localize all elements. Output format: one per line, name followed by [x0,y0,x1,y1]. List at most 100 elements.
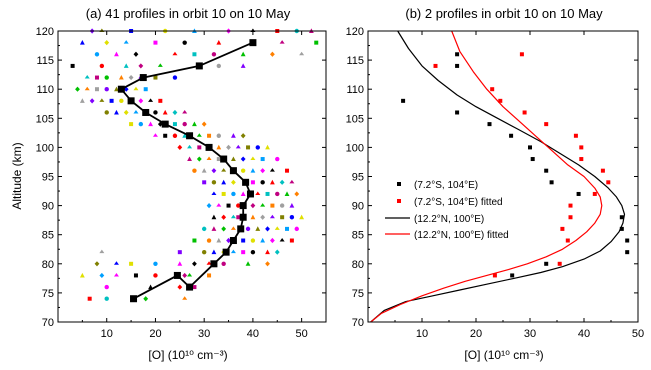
x-tick-label: 10 [101,328,113,340]
mean-profile-marker [205,143,213,151]
profile-marker [270,179,275,185]
y-tick-label: 105 [346,113,364,125]
profile-marker [216,133,221,138]
panel-b-x-axis-label: [O] (10¹⁰ cm⁻³) [464,348,543,362]
profile-marker [192,121,197,127]
profile-marker [240,63,246,68]
profile-marker [231,191,236,197]
profile-marker [99,272,105,279]
profile-marker [192,238,197,243]
profile-marker [202,180,207,185]
profile-marker [148,284,153,290]
profile-marker [94,87,99,92]
series-point-1 [498,98,503,103]
profile-marker [240,168,246,173]
profile-marker [279,203,285,208]
profile-marker [285,168,290,173]
profile-marker [250,180,255,185]
profile-marker [138,63,144,69]
x-tick-label: 40 [578,328,590,340]
profile-marker [162,109,168,115]
profile-marker [114,86,119,92]
profile-marker [279,238,285,242]
panel-a-title: (a) 41 profiles in orbit 10 on 10 May [86,6,291,21]
profile-marker [231,133,236,138]
profile-marker [314,40,319,45]
profile-marker [294,191,300,197]
profile-marker [226,203,231,208]
profile-marker [182,133,188,138]
series-point-0 [487,122,492,127]
profile-marker [79,98,85,103]
series-point-1 [565,238,570,243]
profile-marker [211,249,217,255]
profile-marker [270,237,275,244]
profile-marker [79,272,85,278]
mean-profile-marker [186,283,194,291]
y-tick-label: 70 [42,317,54,329]
mean-profile-marker [195,62,203,70]
profile-marker [255,226,261,231]
series-point-1 [579,145,584,150]
mean-profile-marker [142,108,150,116]
mean-profile-marker [186,132,194,140]
y-tick-label: 105 [36,113,54,125]
profile-marker [270,203,275,208]
mean-profile-marker [210,260,218,268]
profile-marker [206,156,212,161]
profile-marker [118,74,124,80]
profile-marker [211,168,217,174]
profile-marker [129,122,134,127]
profile-marker [246,145,251,150]
x-tick-label: 50 [632,328,644,340]
profile-marker [192,285,197,290]
profile-marker [172,109,178,116]
series-point-1 [568,215,573,220]
series-point-1 [560,226,565,231]
profile-marker [265,249,270,255]
profile-marker [226,144,231,150]
profile-marker [104,40,110,46]
series-point-0 [455,63,460,68]
mean-profile-marker [239,202,247,210]
profile-marker [245,261,251,266]
x-tick-label: 30 [198,328,210,340]
profile-marker [221,168,227,172]
profile-marker [114,109,119,115]
profile-marker [196,156,202,162]
series-point-0 [544,168,549,173]
profile-marker [123,109,129,116]
profile-marker [143,296,149,302]
profile-marker [157,121,163,127]
series-point-0 [455,110,460,115]
y-tick-label: 70 [352,317,364,329]
x-tick-label: 20 [149,328,161,340]
panel-a-plot-frame [57,30,327,323]
series-point-1 [522,110,527,115]
series-point-0 [509,133,514,138]
legend-label-series-4: (12.2°N, 100°E) fitted [414,230,509,241]
series-point-1 [568,203,573,208]
mean-profile-marker [117,85,125,93]
profile-marker [260,203,266,207]
profile-marker [99,249,105,254]
profile-marker [99,63,105,69]
x-tick-label: 50 [296,328,308,340]
mean-profile-marker [242,178,250,186]
profile-marker [231,179,236,185]
y-tick-label: 90 [352,201,364,213]
profile-marker [230,249,236,254]
profile-marker [274,249,280,255]
series-point-0 [549,180,554,185]
y-tick-label: 80 [352,259,364,271]
mean-profile-marker [222,248,230,256]
profile-marker [104,87,109,92]
profile-marker [177,144,183,150]
profile-marker [260,157,265,162]
x-tick-label: 20 [470,328,482,340]
profile-marker [230,214,236,219]
profile-marker [123,86,129,92]
series-point-1 [557,261,562,266]
profile-marker [221,179,227,185]
x-tick-label: 10 [416,328,428,340]
